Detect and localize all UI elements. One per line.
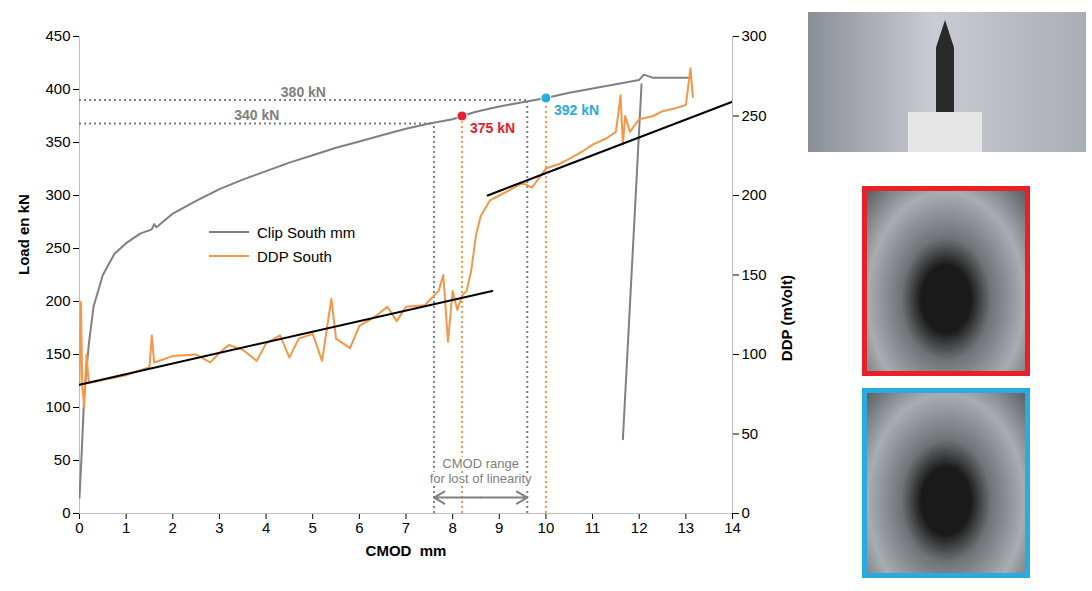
svg-text:0: 0 <box>75 519 83 536</box>
svg-text:CMOD mm: CMOD mm <box>366 542 447 559</box>
svg-text:400: 400 <box>45 80 70 97</box>
svg-text:13: 13 <box>678 519 695 536</box>
svg-text:8: 8 <box>448 519 456 536</box>
svg-text:300: 300 <box>45 186 70 203</box>
svg-text:10: 10 <box>538 519 555 536</box>
svg-text:7: 7 <box>402 519 410 536</box>
svg-text:14: 14 <box>724 519 741 536</box>
svg-text:150: 150 <box>45 345 70 362</box>
html-text:Clip South mm: Clip South mm <box>257 223 356 241</box>
svg-text:200: 200 <box>45 292 70 309</box>
svg-text:150: 150 <box>742 266 767 283</box>
svg-text:CMOD rangefor lost of linearit: CMOD rangefor lost of linearity <box>430 456 532 486</box>
svg-text:5: 5 <box>309 519 317 536</box>
svg-text:340 kN: 340 kN <box>234 107 279 123</box>
svg-text:DDP (mVolt): DDP (mVolt) <box>778 275 795 361</box>
svg-text:50: 50 <box>742 425 759 442</box>
svg-text:11: 11 <box>585 519 601 536</box>
html-text:DDP South: DDP South <box>257 247 332 265</box>
svg-text:250: 250 <box>742 107 767 124</box>
svg-text:350: 350 <box>45 133 70 150</box>
svg-text:12: 12 <box>631 519 648 536</box>
svg-text:250: 250 <box>45 239 70 256</box>
svg-text:Load en kN: Load en kN <box>15 194 32 275</box>
svg-text:50: 50 <box>54 451 71 468</box>
svg-text:100: 100 <box>45 398 70 415</box>
svg-text:3: 3 <box>215 519 223 536</box>
svg-text:200: 200 <box>742 186 767 203</box>
svg-text:300: 300 <box>742 27 767 44</box>
svg-text:392 kN: 392 kN <box>554 102 599 118</box>
svg-text:0: 0 <box>62 504 70 521</box>
svg-text:2: 2 <box>169 519 177 536</box>
svg-text:100: 100 <box>742 345 767 362</box>
svg-text:380 kN: 380 kN <box>281 84 326 100</box>
svg-text:375 kN: 375 kN <box>470 120 515 136</box>
svg-text:1: 1 <box>122 519 130 536</box>
svg-text:0: 0 <box>742 504 750 521</box>
svg-text:4: 4 <box>262 519 270 536</box>
svg-text:6: 6 <box>355 519 363 536</box>
svg-text:9: 9 <box>495 519 503 536</box>
svg-text:450: 450 <box>45 27 70 44</box>
